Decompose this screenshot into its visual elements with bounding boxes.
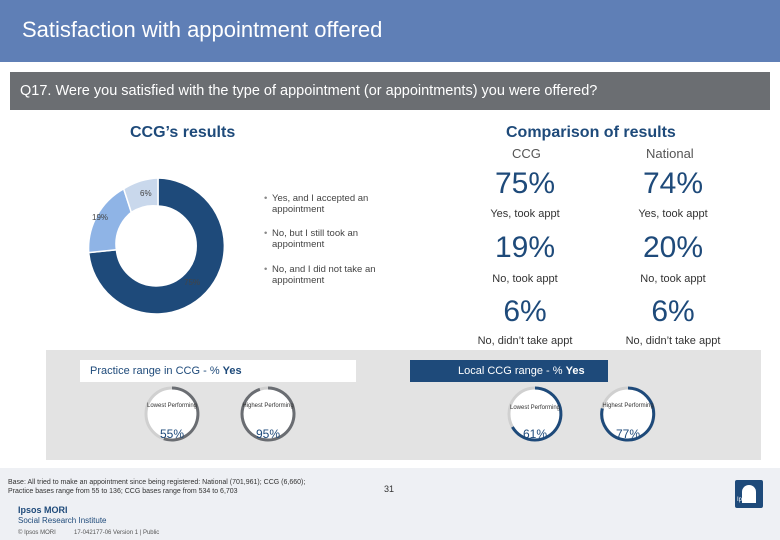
- legend-item-yes: • Yes, and I accepted an appointment: [264, 193, 369, 215]
- national-value-yes: 74%: [642, 167, 704, 200]
- brand-name: Ipsos MORI: [18, 505, 68, 515]
- comparison-title: Comparison of results: [506, 124, 676, 141]
- practice-lowest-label: Lowest Performing: [146, 403, 198, 409]
- local-range-label: Local CCG range - % Yes: [458, 365, 585, 377]
- header-bar: [0, 0, 780, 62]
- ccg-caption-yes: Yes, took appt: [490, 208, 560, 220]
- practice-range-label: Practice range in CCG - % Yes: [90, 365, 242, 377]
- practice-highest-label: Highest Performing: [242, 403, 294, 409]
- version-note: 17-042177-06 Version 1 | Public: [74, 530, 160, 536]
- page-title: Satisfaction with appointment offered: [22, 17, 383, 42]
- local-range-pill: [410, 360, 608, 382]
- donut-slice-yes: [87, 177, 226, 315]
- national-caption-yes: Yes, took appt: [638, 208, 708, 220]
- footer-bar: [0, 468, 780, 540]
- local-lowest-ring: [507, 386, 563, 442]
- national-value-no-took: 20%: [642, 231, 704, 264]
- practice-highest-ring: [240, 386, 296, 442]
- bullet-icon: •: [264, 193, 268, 204]
- ccg-results-title: CCG’s results: [130, 124, 236, 141]
- ccg-value-no-took: 19%: [494, 231, 556, 264]
- pie-label-no-didnt: 6%: [140, 189, 152, 198]
- practice-range-pill: [80, 360, 356, 382]
- local-highest-ring: [600, 386, 656, 442]
- ccg-caption-no-took: No, took appt: [492, 273, 558, 285]
- local-lowest-label: Lowest Performing: [509, 405, 561, 411]
- national-value-no-didnt: 6%: [651, 295, 695, 328]
- question-text: Q17. Were you satisfied with the type of…: [20, 83, 598, 99]
- donut-slice-no-didnt: [122, 177, 159, 214]
- legend-item-no-took: • No, but I still took an appointment: [264, 228, 359, 250]
- col-header-national: National: [646, 146, 694, 161]
- copyright: © Ipsos MORI: [18, 530, 56, 536]
- logo-shape-icon: [742, 485, 756, 503]
- local-lowest-value: 61%: [522, 427, 548, 441]
- local-highest-label: Highest Performing: [602, 403, 654, 409]
- national-caption-no-took: No, took appt: [640, 273, 706, 285]
- pie-label-no-took: 19%: [92, 213, 109, 222]
- page-number: 31: [384, 484, 395, 494]
- practice-lowest-ring: [144, 386, 200, 442]
- col-header-ccg: CCG: [512, 146, 541, 161]
- donut-chart: [87, 177, 226, 315]
- practice-highest-value: 95%: [255, 427, 281, 441]
- base-note: Base: All tried to make an appointment s…: [8, 479, 306, 495]
- question-bar: [10, 72, 770, 110]
- bullet-icon: •: [264, 228, 268, 239]
- legend-item-no-didnt: • No, and I did not take an appointment: [264, 264, 376, 286]
- practice-lowest-value: 55%: [159, 427, 185, 441]
- ipsos-logo: Ipsos: [735, 480, 763, 508]
- pie-label-yes: 75%: [184, 278, 201, 287]
- ccg-caption-no-didnt: No, didn’t take appt: [477, 335, 573, 347]
- ccg-value-yes: 75%: [494, 167, 556, 200]
- local-highest-value: 77%: [615, 427, 641, 441]
- brand-subtitle: Social Research Institute: [18, 516, 107, 525]
- national-caption-no-didnt: No, didn’t take appt: [625, 335, 721, 347]
- logo-text: Ipsos: [737, 497, 752, 503]
- bullet-icon: •: [264, 264, 268, 275]
- ccg-value-no-didnt: 6%: [503, 295, 547, 328]
